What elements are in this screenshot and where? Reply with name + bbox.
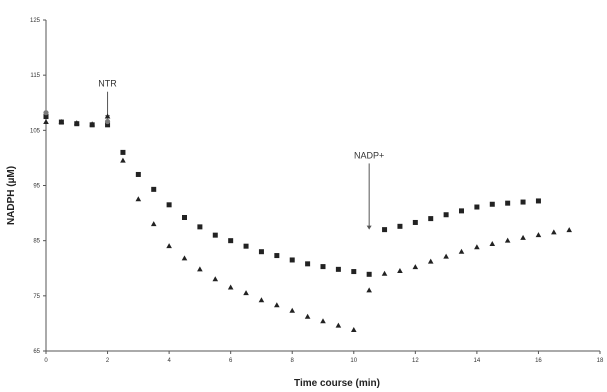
triangle-point [427,258,434,264]
square-point [197,224,203,230]
y-tick-label: 105 [30,128,41,134]
square-point [535,198,541,204]
triangle-point [274,302,280,308]
triangle-point [350,327,357,333]
triangle-point [458,248,465,254]
triangle-point [366,287,372,293]
square-point [258,249,264,255]
square-point [105,122,111,128]
triangle-point [150,221,157,227]
triangle-point [58,119,65,125]
square-point [412,219,418,225]
axes [45,20,600,352]
series-layer [43,110,573,333]
square-point [335,266,341,272]
x-tick-label: 2 [106,358,110,364]
square-point [351,269,357,275]
triangle-point [566,227,573,233]
x-axis-title: Time course (min) [294,378,380,389]
triangle-point [120,157,126,163]
square-point [151,186,157,192]
y-axis-title: NADPH (µM) [6,166,17,225]
square-point [443,212,449,218]
triangle-point [520,234,526,240]
triangle-point [443,253,449,259]
triangle-point [535,232,542,238]
triangle-point [320,318,326,324]
triangle-point [304,313,311,319]
y-ticks: 65 75 85 95 105 115 125 [30,18,46,355]
triangle-point [474,244,480,250]
square-point [243,243,249,249]
square-point [505,200,511,206]
square-point [489,201,495,207]
y-tick-label: 65 [33,349,40,355]
triangle-point [504,237,511,243]
x-ticks: 0 2 4 6 8 10 12 14 16 18 [44,351,604,364]
y-tick-label: 75 [33,294,40,300]
square-point [305,261,311,267]
triangle-point [166,243,172,249]
y-tick-label: 85 [33,239,40,245]
x-tick-label: 12 [412,358,419,364]
square-point [212,232,218,238]
square-point [474,204,480,210]
x-tick-label: 0 [44,358,48,364]
square-point [166,202,172,208]
square-point [382,227,388,233]
triangle-point [412,264,419,270]
y-tick-label: 125 [30,18,41,24]
triangle-point [551,229,557,235]
triangle-point [289,307,296,313]
triangle-point [258,297,265,303]
triangle-point [397,268,403,274]
square-point [135,171,141,177]
annotation-label: NADP+ [354,150,384,160]
annotations: NTR NADP+ [98,79,384,230]
x-tick-label: 18 [597,358,604,364]
square-point [366,271,372,277]
triangle-point [43,119,49,125]
square-point [120,149,126,155]
y-tick-label: 95 [33,184,40,190]
triangle-point [243,290,249,296]
triangle-point [335,322,342,328]
triangle-point [381,270,388,276]
triangle-point [73,120,80,126]
square-point [228,238,234,244]
square-point [320,264,326,270]
square-point [428,216,434,222]
x-tick-label: 10 [350,358,357,364]
annotation-label: NTR [98,79,117,89]
y-tick-label: 115 [30,73,40,79]
x-tick-label: 4 [167,358,171,364]
x-tick-label: 8 [291,358,295,364]
triangle-point [104,113,111,119]
annotation-arrowhead [366,225,372,230]
triangle-point [227,284,234,290]
x-tick-label: 14 [474,358,481,364]
square-point [520,199,526,205]
square-point [397,223,403,229]
triangle-point [135,196,142,202]
square-point [274,253,280,259]
triangle-point [89,121,95,127]
triangle-point [181,255,188,261]
x-tick-label: 16 [535,358,542,364]
x-tick-label: 6 [229,358,233,364]
square-point [182,214,187,220]
square-point [289,257,295,263]
circle-point [104,118,111,125]
triangle-point [489,240,496,246]
triangle-point [212,276,219,282]
square-point [459,208,464,214]
square-point [43,114,49,120]
triangle-point [197,266,203,272]
circle-point [43,110,49,116]
